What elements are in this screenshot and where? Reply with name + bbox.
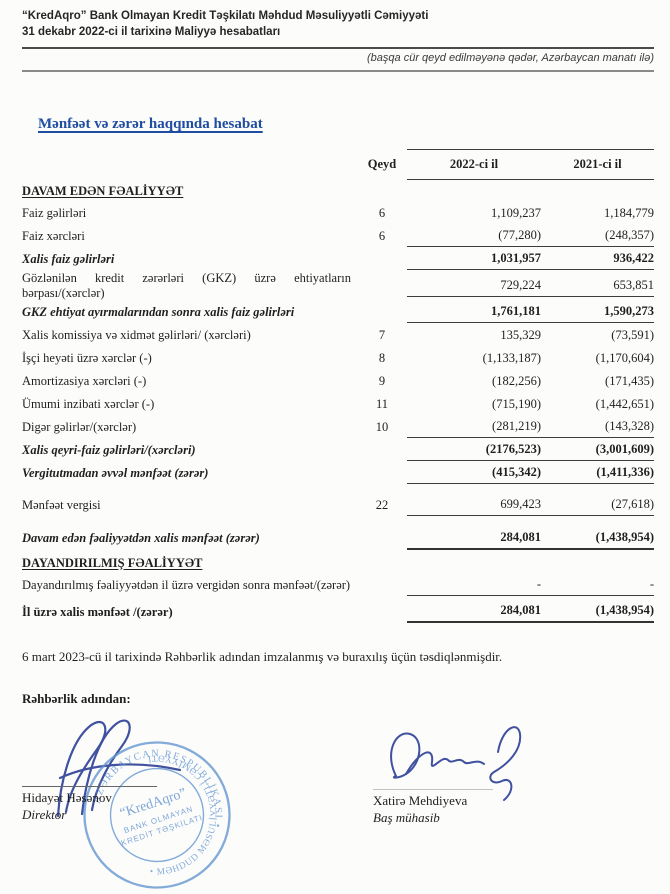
value-2022: (77,280) (498, 228, 541, 242)
row-label: Xalis faiz gəlirləri (22, 252, 115, 266)
table-row-net-interest-after-ecl: GKZ ehtiyat ayırmalarından sonra xalis f… (22, 301, 654, 324)
col-2022: 2022-ci il (449, 157, 499, 171)
value-2022: - (536, 577, 541, 591)
value-2021: (1,438,954) (595, 603, 654, 617)
table-row-interest-expense: Faiz xərcləri 6 (77,280) (248,357) (22, 225, 654, 248)
table-row-net-profit-continuing: Davam edən fəaliyyətdən xalis mənfəət (z… (22, 525, 654, 552)
value-2022: 284,081 (500, 603, 541, 617)
chief-accountant-role: Baş mühasib (373, 810, 440, 825)
chief-accountant-signature-line (373, 789, 493, 790)
value-2022: 135,329 (500, 327, 541, 342)
value-2021: (73,591) (611, 327, 654, 342)
value-2022: (281,219) (492, 419, 541, 433)
director-name: Hidayət Həsənov (22, 790, 112, 805)
value-2021: (1,438,954) (595, 529, 654, 544)
value-2022: 1,031,957 (491, 251, 541, 265)
value-2022: (1,133,187) (482, 350, 541, 365)
row-note-ref: 22 (375, 497, 389, 512)
table-row-net-fee-income: Xalis komissiya və xidmət gəlirləri/ (xə… (22, 324, 654, 347)
row-label: Xalis qeyri-faiz gəlirləri/(xərcləri) (22, 443, 196, 457)
value-2022: (182,256) (492, 373, 541, 388)
value-2021: (27,618) (611, 496, 654, 511)
row-label: Faiz gəlirləri (22, 206, 87, 220)
table-row-interest-income: Faiz gəlirləri 6 1,109,237 1,184,779 (22, 202, 654, 225)
value-2022: 1,761,181 (491, 304, 541, 318)
company-name: “KredAqro” Bank Olmayan Kredit Təşkilatı… (22, 10, 429, 22)
table-row-depreciation: Amortizasiya xərcləri (-) 9 (182,256) (17… (22, 370, 654, 393)
col-2021: 2021-ci il (573, 157, 622, 171)
row-label: Xalis komissiya və xidmət gəlirləri/ (xə… (22, 328, 251, 342)
row-label: Amortizasiya xərcləri (-) (22, 374, 147, 388)
value-2022: 699,423 (500, 496, 541, 511)
section-discontinued-operations: DAYANDIRILMIŞ FƏALİYYƏT (22, 555, 203, 570)
row-label: İl üzrə xalis mənfəət /(zərər) (22, 604, 173, 619)
value-2021: 1,590,273 (604, 304, 654, 318)
value-2022: 284,081 (500, 529, 541, 544)
table-row-net-profit-year: İl üzrə xalis mənfəət /(zərər) 284,081 (1… (22, 597, 654, 627)
value-2021: 1,184,779 (604, 205, 654, 220)
value-2021: (171,435) (605, 373, 654, 388)
value-2022: 1,109,237 (491, 205, 541, 220)
value-2021: (1,411,336) (596, 465, 654, 479)
value-2021: (1,170,604) (595, 350, 654, 365)
row-note-ref: 7 (378, 328, 386, 342)
value-2022: 729,224 (500, 277, 541, 292)
value-2022: (2176,523) (485, 442, 541, 456)
row-label: Davam edən fəaliyyətdən xalis mənfəət (z… (22, 531, 260, 545)
profit-loss-table: Qeyd 2022-ci il 2021-ci il DAVAM EDƏN FƏ… (22, 149, 654, 627)
value-2021: 653,851 (613, 277, 654, 292)
director-signature-line (22, 786, 157, 787)
row-note-ref: 8 (378, 351, 386, 365)
value-2021: (143,328) (605, 419, 654, 433)
row-label: Dayandırılmış fəaliyyətdən il üzrə vergi… (22, 578, 351, 592)
header-divider (22, 47, 654, 49)
table-row-admin-expenses: Ümumi inzibati xərclər (-) 11 (715,190) (… (22, 393, 654, 416)
value-2021: (1,442,651) (595, 396, 654, 411)
signature-area: AZƏRBAYCAN RESPUBLİKASI • • MƏHDUD MƏSUL… (0, 700, 670, 894)
table-header-row: Qeyd 2022-ci il 2021-ci il (22, 149, 654, 180)
value-2021: (3,001,609) (595, 442, 654, 456)
row-label: Ümumi inzibati xərclər (-) (22, 397, 155, 411)
table-row-income-tax: Mənfəət vergisi 22 699,423 (27,618) (22, 491, 654, 519)
chief-accountant-name: Xatirə Mehdiyeva (373, 793, 468, 808)
row-note-ref: 10 (375, 420, 389, 434)
row-note-ref: 11 (375, 397, 389, 411)
table-row-net-non-interest: Xalis qeyri-faiz gəlirləri/(xərcləri) (2… (22, 439, 654, 462)
row-label: Vergitutmadan əvvəl mənfəət (zərər) (22, 466, 209, 480)
table-row-discontinued-result: Dayandırılmış fəaliyyətdən il üzrə vergi… (22, 574, 654, 597)
value-2021: (248,357) (605, 228, 654, 242)
value-2022: (715,190) (492, 396, 541, 411)
table-row-other-income-expense: Digər gəlirlər/(xərclər) 10 (281,219) (14… (22, 416, 654, 439)
signatures-heading: Rəhbərlik adından: (22, 691, 131, 706)
value-2022: (415,342) (492, 465, 541, 479)
statement-title: Mənfəət və zərər haqqında hesabat (38, 116, 263, 132)
row-label: Gözlənilən kredit zərərləri (GKZ) üzrə e… (22, 271, 351, 300)
director-role: Direktor (22, 807, 67, 822)
director-block: Hidayət Həsənov Direktor (22, 786, 157, 823)
section-continuing-operations: DAVAM EDƏN FƏALİYYƏT (22, 183, 184, 198)
row-note-ref: 6 (378, 229, 386, 243)
table-row-ecl-provision: Gözlənilən kredit zərərləri (GKZ) üzrə e… (22, 271, 654, 301)
currency-note: (başqa cür qeyd edilməyənə qədər, Azərba… (367, 52, 654, 64)
document-header: “KredAqro” Bank Olmayan Kredit Təşkilatı… (22, 8, 654, 40)
report-date-line: 31 dekabr 2022-ci il tarixinə Maliyyə he… (22, 26, 281, 38)
table-row-profit-before-tax: Vergitutmadan əvvəl mənfəət (zərər) (415… (22, 462, 654, 485)
table-row-net-interest-income: Xalis faiz gəlirləri 1,031,957 936,422 (22, 248, 654, 271)
value-2021: 936,422 (613, 251, 654, 265)
row-label: Mənfəət vergisi (22, 497, 101, 512)
col-note: Qeyd (367, 157, 397, 171)
row-note-ref: 9 (378, 374, 386, 388)
value-2021: - (649, 577, 654, 591)
chief-accountant-block: Xatirə Mehdiyeva Baş mühasib (373, 789, 493, 826)
approval-note: 6 mart 2023-cü il tarixində Rəhbərlik ad… (22, 649, 503, 664)
row-label: Faiz xərcləri (22, 229, 85, 243)
table-row-staff-costs: İşçi heyəti üzrə xərclər (-) 8 (1,133,18… (22, 347, 654, 370)
row-label: GKZ ehtiyat ayırmalarından sonra xalis f… (22, 305, 295, 319)
row-note-ref: 6 (378, 206, 386, 220)
row-label: Digər gəlirlər/(xərclər) (22, 420, 137, 434)
header-divider-2 (22, 70, 654, 72)
row-label: İşçi heyəti üzrə xərclər (-) (22, 351, 152, 365)
